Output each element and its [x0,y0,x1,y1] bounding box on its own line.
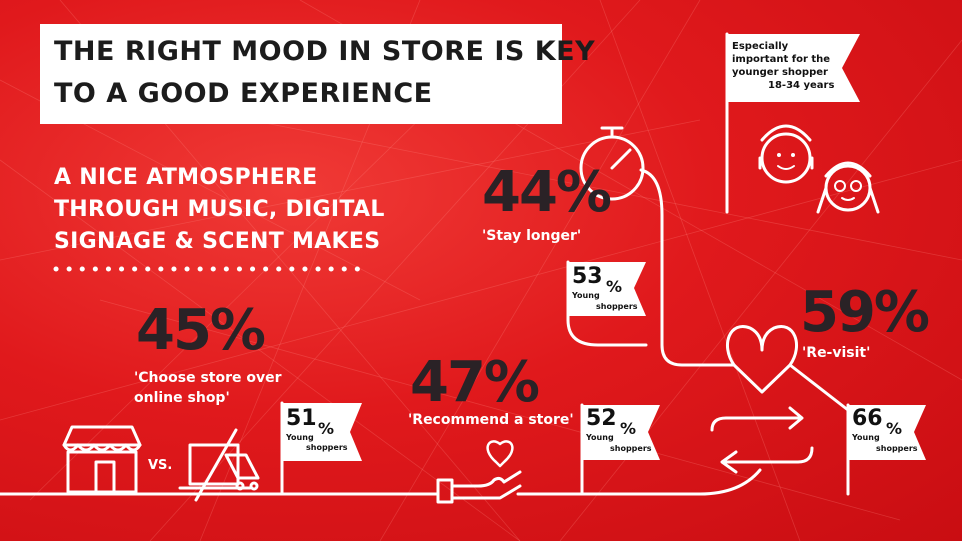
stat-choose-value: 45% [136,298,266,363]
stat-revisit-caption: 'Re-visit' [802,345,871,361]
stat-revisit-value: 59% [800,280,930,345]
stat-revisit-young-label-1: Young [852,433,880,442]
stat-recommend-young-label-1: Young [586,433,614,442]
stat-revisit-young-pct: % [886,419,903,438]
stat-recommend-young-label-2: shoppers [610,444,652,453]
stat-stay-caption: 'Stay longer' [482,228,582,244]
stat-stay-young-label-2: shoppers [596,302,638,311]
stat-stay-young-value: 53 [572,264,603,289]
stat-recommend-young-pct: % [620,419,637,438]
stat-recommend-young-value: 52 [586,406,617,431]
stat-choose-young-label-2: shoppers [306,443,348,452]
stat-stay-young-pct: % [606,277,623,296]
note-line-3: younger shopper [732,67,828,78]
note-line-1: Especially [732,41,789,52]
stat-revisit-young-label-2: shoppers [876,444,918,453]
note-line-4: 18-34 years [768,80,835,91]
title-box [40,24,562,124]
stat-recommend-caption: 'Recommend a store' [408,412,574,428]
subtitle-line-3: SIGNAGE & SCENT MAKES [54,229,381,254]
title-line-1: THE RIGHT MOOD IN STORE IS KEY [54,36,596,67]
stat-choose-young-label-1: Young [286,433,314,442]
stat-revisit-young-value: 66 [852,406,883,431]
stat-recommend-value: 47% [410,350,540,415]
stat-choose-caption-1: 'Choose store over [134,370,282,386]
note-line-2: important for the [732,54,831,65]
dotted-divider [53,266,363,272]
stat-choose-young-pct: % [318,419,335,438]
title-line-2: TO A GOOD EXPERIENCE [54,78,433,109]
subtitle-line-2: THROUGH MUSIC, DIGITAL [54,197,385,222]
stat-choose-young-value: 51 [286,406,317,431]
stat-choose-caption-2: online shop' [134,390,230,406]
stat-stay-value: 44% [482,160,612,225]
subtitle-line-1: A NICE ATMOSPHERE [54,165,318,190]
stat-stay-young-label-1: Young [572,291,600,300]
vs-label: VS. [148,458,173,473]
